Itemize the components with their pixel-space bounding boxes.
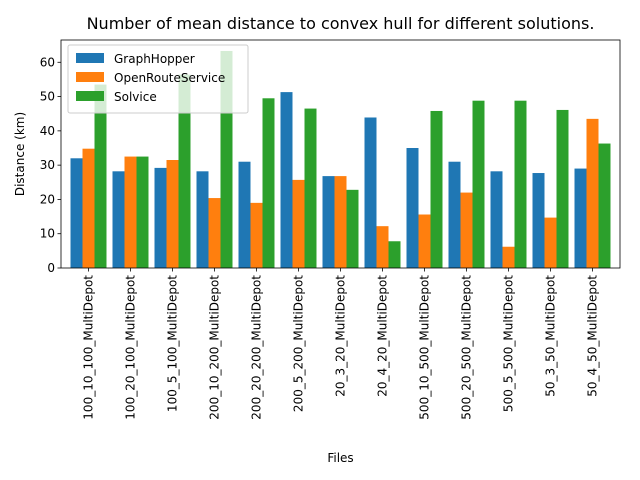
- x-tick-label-3: 200_10_200_MultiDepot: [208, 275, 222, 420]
- plot-area: 0 10 20 30 40 50 60 100_10_100_MultiDepot 100_20…: [40, 39, 621, 420]
- bar-openrouteservice-2: [166, 160, 179, 268]
- legend-label-graphhopper: GraphHopper: [114, 52, 195, 66]
- bar-graphhopper-0: [70, 158, 83, 268]
- bar-graphhopper-4: [238, 161, 251, 268]
- y-tick-label-3: 30: [40, 158, 55, 172]
- bar-solvice-2: [178, 74, 191, 268]
- legend-swatch-solvice: [76, 91, 104, 101]
- bar-graphhopper-2: [154, 167, 167, 268]
- x-tick-label-4: 200_20_200_MultiDepot: [250, 275, 264, 420]
- bar-graphhopper-9: [448, 161, 461, 268]
- bar-openrouteservice-0: [82, 148, 95, 268]
- bar-openrouteservice-9: [460, 192, 473, 268]
- x-tick-label-0: 100_10_100_MultiDepot: [82, 275, 96, 420]
- x-tick-label-6: 20_3_20_MultiDepot: [334, 275, 348, 397]
- bar-solvice-7: [388, 241, 401, 268]
- y-tick-label-0: 0: [47, 261, 55, 275]
- legend: GraphHopper OpenRouteService Solvice: [67, 44, 249, 114]
- legend-swatch-graphhopper: [76, 53, 104, 63]
- bar-solvice-5: [304, 108, 317, 268]
- bar-solvice-10: [514, 100, 527, 268]
- x-tick-label-8: 500_10_500_MultiDepot: [418, 275, 432, 420]
- bar-graphhopper-7: [364, 117, 377, 269]
- bar-graphhopper-6: [322, 176, 335, 268]
- bar-openrouteservice-10: [502, 246, 515, 268]
- x-tick-label-1: 100_20_100_MultiDepot: [124, 275, 138, 420]
- bar-solvice-1: [136, 156, 149, 268]
- y-tick-label-6: 60: [40, 55, 55, 69]
- legend-box: [67, 44, 249, 114]
- bar-graphhopper-5: [280, 92, 293, 268]
- x-tick-label-7: 20_4_20_MultiDepot: [376, 275, 390, 397]
- bar-openrouteservice-11: [544, 217, 557, 268]
- x-tick-label-12: 50_4_50_MultiDepot: [586, 275, 600, 397]
- x-axis-label: Files: [327, 451, 353, 465]
- chart-title: Number of mean distance to convex hull f…: [87, 14, 595, 33]
- x-tick-label-5: 200_5_200_MultiDepot: [292, 275, 306, 412]
- y-tick-label-5: 50: [40, 90, 55, 104]
- x-tick-label-2: 100_5_100_MultiDepot: [166, 275, 180, 412]
- bar-graphhopper-10: [490, 171, 503, 268]
- y-tick-label-1: 10: [40, 227, 55, 241]
- y-axis-label: Distance (km): [13, 112, 27, 196]
- bar-openrouteservice-1: [124, 156, 137, 268]
- bar-graphhopper-3: [196, 171, 209, 268]
- bar-openrouteservice-3: [208, 198, 221, 268]
- legend-swatch-openrouteservice: [76, 72, 104, 82]
- bar-graphhopper-1: [112, 171, 125, 268]
- bar-graphhopper-12: [574, 168, 587, 268]
- bar-openrouteservice-5: [292, 179, 305, 268]
- x-tick-label-9: 500_20_500_MultiDepot: [460, 275, 474, 420]
- bar-solvice-8: [430, 110, 443, 268]
- bar-openrouteservice-6: [334, 176, 347, 268]
- x-tick-label-11: 50_3_50_MultiDepot: [544, 275, 558, 397]
- bar-solvice-12: [598, 143, 611, 268]
- legend-label-openrouteservice: OpenRouteService: [114, 71, 225, 85]
- bar-graphhopper-8: [406, 148, 419, 268]
- bar-graphhopper-11: [532, 173, 545, 268]
- bar-solvice-11: [556, 109, 569, 268]
- bar-solvice-9: [472, 100, 485, 268]
- bar-solvice-6: [346, 189, 359, 268]
- bar-openrouteservice-7: [376, 226, 389, 268]
- y-tick-label-4: 40: [40, 124, 55, 138]
- bar-solvice-0: [94, 84, 107, 268]
- bar-openrouteservice-12: [586, 118, 599, 268]
- bar-openrouteservice-4: [250, 202, 263, 268]
- y-tick-label-2: 20: [40, 192, 55, 206]
- bar-solvice-4: [262, 98, 275, 268]
- legend-label-solvice: Solvice: [114, 90, 157, 104]
- x-tick-label-10: 500_5_500_MultiDepot: [502, 275, 516, 412]
- bar-openrouteservice-8: [418, 214, 431, 268]
